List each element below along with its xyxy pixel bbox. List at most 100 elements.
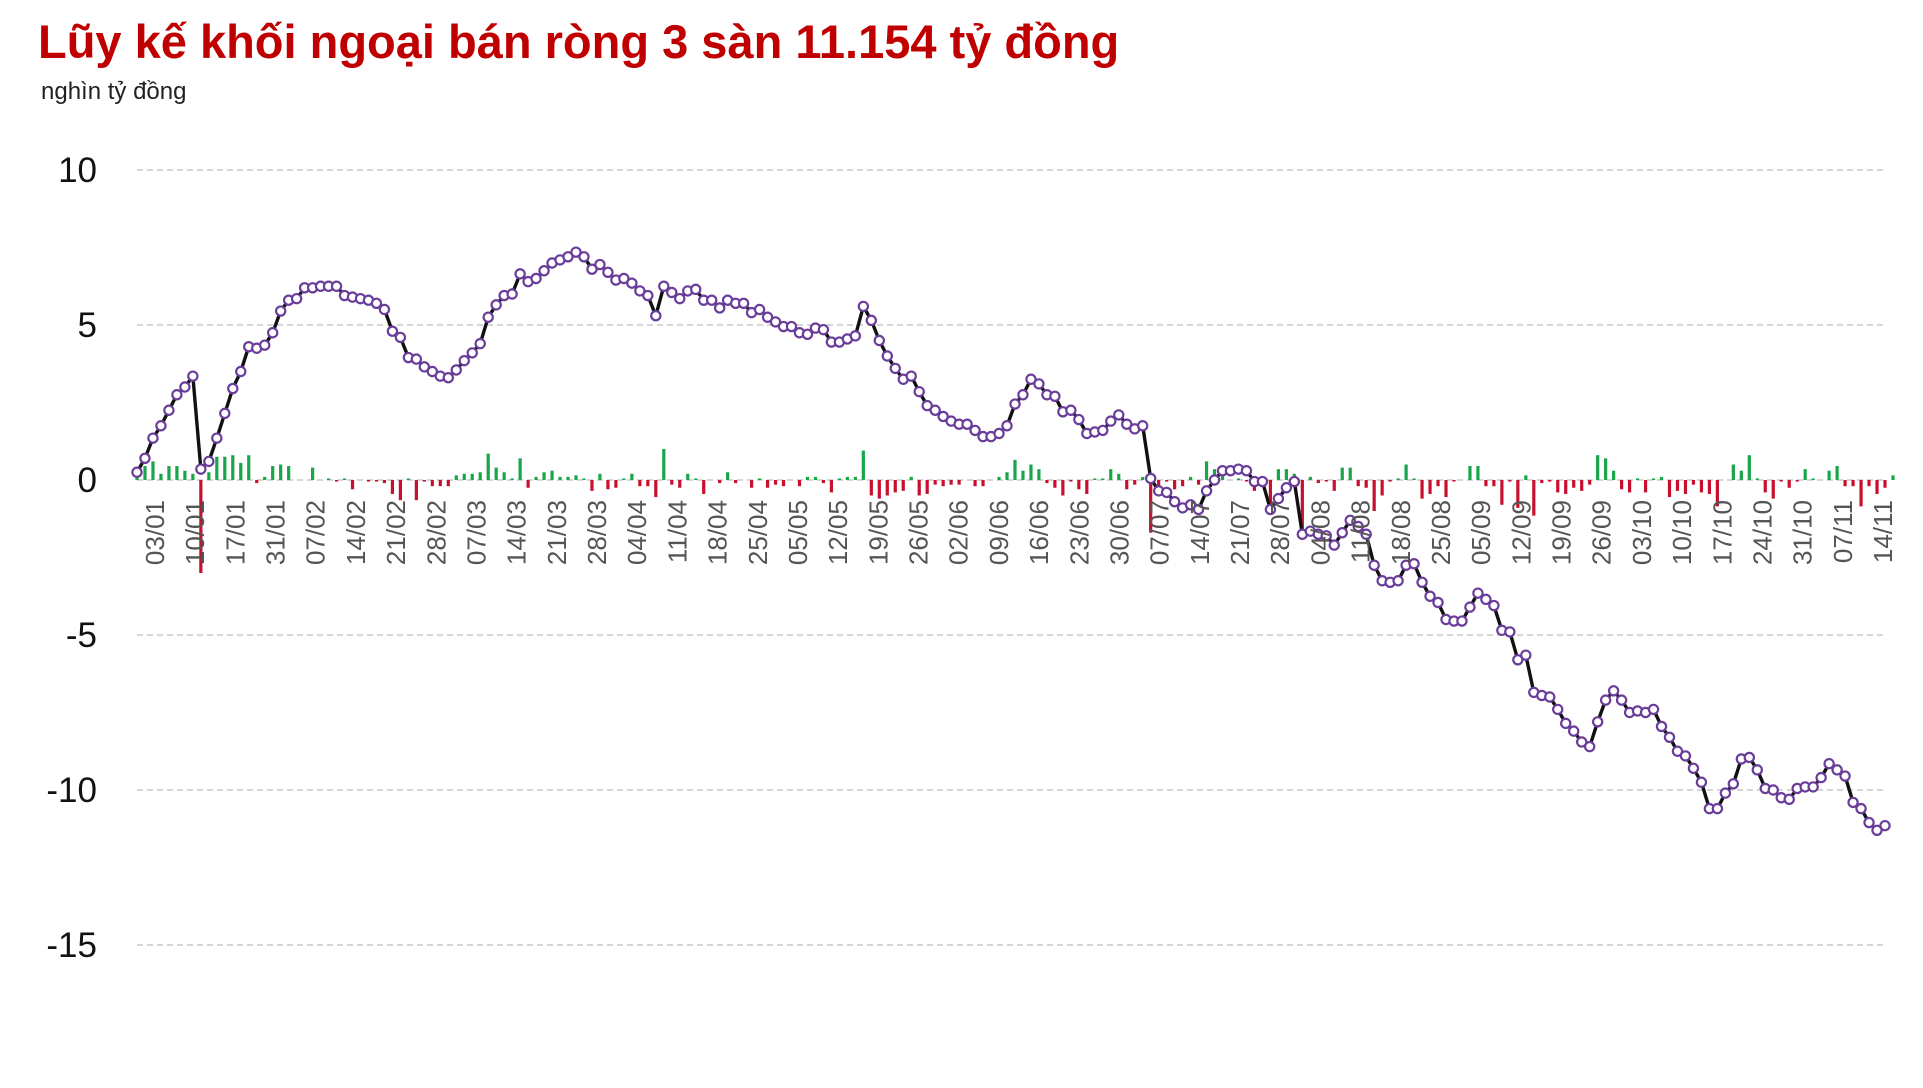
cumulative-point (713, 302, 726, 314)
daily-net-bar (446, 480, 450, 487)
daily-net-bar (1540, 480, 1544, 484)
daily-net-bar (279, 464, 283, 480)
daily-net-bar (143, 466, 147, 480)
daily-net-bar (271, 466, 275, 480)
daily-net-bar (1476, 466, 1480, 480)
cumulative-point (1504, 626, 1516, 638)
daily-net-bar (1324, 480, 1328, 482)
daily-net-bar (582, 478, 586, 480)
cumulative-point (330, 280, 343, 292)
daily-net-bar (1843, 480, 1847, 487)
daily-net-bar (1117, 473, 1121, 480)
daily-net-bar (909, 476, 913, 480)
x-tick-label: 14/03 (502, 500, 532, 565)
cumulative-point (490, 299, 502, 311)
cumulative-point (187, 370, 199, 382)
cumulative-point (873, 334, 886, 347)
daily-net-bar (1093, 478, 1097, 480)
cumulative-point (378, 303, 391, 316)
cumulative-point (1839, 770, 1851, 782)
daily-net-bar (1380, 480, 1384, 496)
daily-net-bar (1204, 461, 1209, 480)
daily-net-bar (1085, 480, 1089, 494)
daily-net-bar (630, 473, 634, 480)
daily-net-bar (255, 480, 259, 484)
cumulative-point (155, 420, 167, 432)
daily-net-bar (159, 473, 163, 480)
daily-net-bar (1675, 480, 1680, 491)
cumulative-point (889, 362, 901, 375)
daily-net-bar (350, 480, 355, 490)
daily-net-bar (231, 455, 235, 480)
daily-net-bar (1604, 458, 1608, 480)
cumulative-point (1160, 486, 1173, 499)
cumulative-point (1336, 527, 1348, 539)
daily-net-bar (366, 480, 371, 482)
x-tick-label: 11/08 (1346, 500, 1376, 563)
cumulative-point (1671, 745, 1684, 757)
daily-net-bar (1181, 480, 1185, 487)
daily-net-bar (151, 461, 155, 480)
cumulative-point (1591, 716, 1604, 728)
cumulative-point (1544, 691, 1556, 703)
cumulative-point (674, 292, 686, 305)
cumulative-point (801, 328, 814, 340)
daily-net-bar (1125, 480, 1129, 490)
daily-net-bar (805, 476, 810, 480)
daily-net-bar (1436, 480, 1440, 487)
daily-net-bar (853, 476, 857, 480)
x-tick-label: 11/04 (662, 500, 692, 563)
cumulative-point (1025, 373, 1037, 385)
daily-net-bar (1236, 478, 1241, 480)
daily-net-bar (1053, 480, 1057, 488)
daily-net-bar (1739, 470, 1743, 480)
daily-net-bar (614, 480, 618, 488)
daily-net-bar (1276, 469, 1280, 480)
x-tick-label: 14/02 (341, 500, 371, 565)
cumulative-point (921, 399, 933, 412)
cumulative-point (1464, 601, 1476, 613)
x-tick-label: 31/10 (1788, 500, 1818, 565)
daily-net-bar (1404, 464, 1408, 480)
cumulative-point (1432, 596, 1444, 609)
daily-net-bar (1827, 470, 1831, 480)
cumulative-point (1568, 725, 1580, 737)
cumulative-point (195, 463, 207, 475)
daily-net-bar (247, 455, 251, 480)
daily-net-bar (654, 480, 658, 498)
cumulative-point (602, 266, 614, 278)
cumulative-point (1480, 593, 1492, 606)
x-tick-label: 21/07 (1225, 500, 1255, 565)
daily-net-bar (1244, 480, 1249, 482)
cumulative-point (1113, 409, 1125, 421)
daily-net-bar (486, 453, 490, 480)
cumulative-point (881, 350, 893, 362)
daily-net-bar (1045, 480, 1049, 484)
daily-net-bar (694, 478, 698, 480)
daily-net-bar (1061, 480, 1065, 496)
cumulative-point (1392, 575, 1404, 587)
daily-net-bar (550, 470, 554, 480)
daily-net-bar (1316, 480, 1320, 484)
x-tick-label: 18/04 (703, 500, 733, 565)
daily-net-bar (1620, 480, 1624, 490)
daily-net-bar (1667, 480, 1672, 498)
cumulative-point (1352, 520, 1364, 533)
daily-net-bar (175, 466, 179, 480)
x-tick-label: 04/08 (1305, 500, 1335, 565)
daily-net-bar (941, 480, 945, 487)
cumulative-point (570, 246, 582, 258)
cumulative-point (1871, 824, 1883, 837)
cumulative-point (538, 265, 550, 277)
daily-net-bar (1556, 480, 1560, 493)
cumulative-point (147, 432, 159, 444)
daily-net-bar (438, 480, 442, 487)
daily-net-bar (1564, 480, 1568, 494)
daily-net-bar (1029, 464, 1033, 480)
cumulative-point (705, 294, 718, 306)
daily-net-bar (534, 476, 538, 480)
daily-net-bar (869, 480, 873, 496)
daily-net-bar (1731, 464, 1735, 480)
daily-net-bar (1699, 480, 1704, 493)
